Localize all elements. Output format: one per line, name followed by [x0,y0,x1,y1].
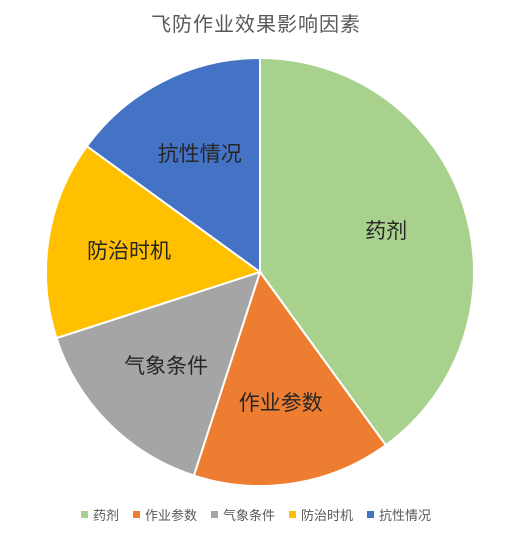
slice-label-2: 作业参数 [239,391,323,415]
legend-swatch-2 [132,511,140,518]
chart-title: 飞防作业效果影响因素 [151,12,361,36]
legend-item-2: 作业参数 [132,505,197,524]
pie-slice-5 [85,56,261,274]
legend-label-2: 作业参数 [144,509,197,524]
legend-swatch-4 [289,511,296,518]
legend-swatch-5 [367,511,375,518]
slice-label-4: 防治时机 [87,239,171,263]
slice-label-1: 药剂 [365,219,407,243]
legend-label-1: 药剂 [92,509,119,524]
legend-swatch-1 [80,511,88,518]
legend-label-3: 气象条件 [222,509,275,524]
legend-item-3: 气象条件 [210,505,275,524]
pie-slice-4 [45,144,263,340]
pie-slice-2 [192,269,388,487]
slice-label-3: 气象条件 [124,354,208,378]
legend: 药剂 作业参数 气象条件 防治时机 抗性情况 [0,505,512,524]
legend-swatch-3 [210,511,218,518]
legend-item-5: 抗性情况 [367,505,431,524]
slice-label-5: 抗性情况 [158,142,242,166]
pie-slice-1 [259,56,475,447]
legend-label-4: 防治时机 [301,509,354,524]
pie-slice-3 [55,270,262,477]
legend-label-5: 抗性情况 [379,509,432,524]
legend-item-4: 防治时机 [289,505,353,524]
legend-item-1: 药剂 [80,505,119,524]
